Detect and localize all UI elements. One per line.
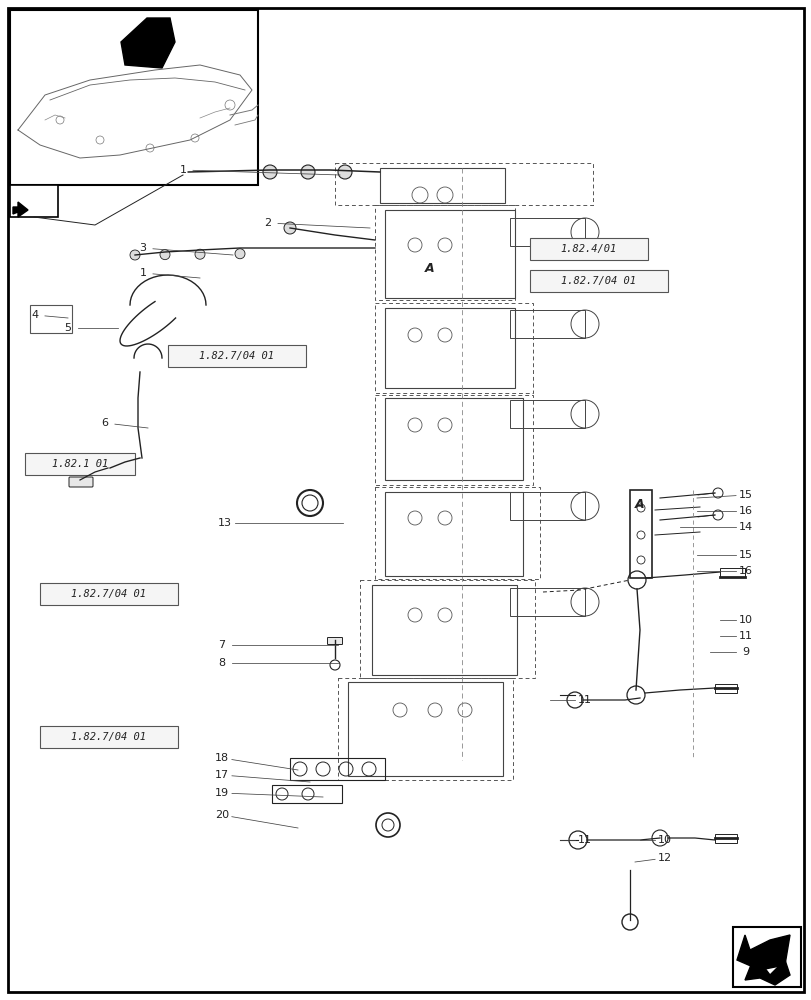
Text: 8: 8 (218, 658, 225, 668)
Text: 4: 4 (32, 310, 38, 320)
Bar (732, 927, 800, 987)
Bar (509, 588, 584, 616)
Text: 17: 17 (215, 770, 229, 780)
Bar (384, 308, 514, 388)
Bar (272, 785, 341, 803)
Text: 20: 20 (215, 810, 229, 820)
Text: 1.82.4/01: 1.82.4/01 (560, 244, 616, 254)
Bar (337, 678, 513, 780)
FancyBboxPatch shape (69, 477, 93, 487)
Text: 9: 9 (741, 647, 749, 657)
Circle shape (337, 165, 351, 179)
Text: 19: 19 (215, 788, 229, 798)
Circle shape (284, 222, 296, 234)
Bar (30, 305, 72, 333)
Bar (509, 218, 584, 246)
Bar (40, 583, 178, 605)
Bar (25, 453, 135, 475)
Bar (375, 205, 514, 300)
Bar (10, 185, 58, 217)
Bar (40, 726, 178, 748)
Text: 16: 16 (738, 506, 752, 516)
Bar (629, 490, 651, 578)
Circle shape (160, 250, 169, 260)
Circle shape (301, 165, 315, 179)
Text: 3: 3 (139, 243, 146, 253)
Bar (335, 163, 592, 205)
Text: A: A (634, 498, 644, 512)
Text: 2: 2 (264, 218, 271, 228)
Bar (290, 758, 384, 780)
Text: A: A (425, 261, 434, 274)
Text: 13: 13 (217, 518, 232, 528)
Bar (509, 310, 584, 338)
Polygon shape (13, 202, 28, 217)
Bar (375, 487, 539, 579)
Text: 1: 1 (179, 165, 187, 175)
Text: 16: 16 (738, 566, 752, 576)
Bar (384, 210, 514, 298)
Text: 1.82.1 01: 1.82.1 01 (52, 459, 108, 469)
Circle shape (104, 462, 116, 474)
Text: 14: 14 (738, 522, 752, 532)
Bar (530, 238, 647, 260)
Polygon shape (736, 935, 789, 970)
Polygon shape (744, 955, 789, 985)
Text: 1.82.7/04 01: 1.82.7/04 01 (71, 732, 146, 742)
Bar (348, 682, 502, 776)
Bar (375, 303, 532, 393)
Bar (371, 585, 517, 675)
Bar (10, 10, 258, 185)
Text: 5: 5 (64, 323, 71, 333)
Polygon shape (121, 18, 175, 68)
Text: 18: 18 (215, 753, 229, 763)
Circle shape (234, 249, 245, 259)
Bar (714, 684, 736, 693)
Bar (384, 492, 522, 576)
Bar (375, 395, 532, 485)
Bar (714, 834, 736, 843)
Text: 15: 15 (738, 550, 752, 560)
Text: 1.82.7/04 01: 1.82.7/04 01 (200, 351, 274, 361)
Text: 12: 12 (657, 853, 672, 863)
Text: 10: 10 (738, 615, 752, 625)
Bar (168, 345, 306, 367)
Circle shape (130, 250, 139, 260)
Text: 1.82.7/04 01: 1.82.7/04 01 (71, 589, 146, 599)
Text: 1: 1 (139, 268, 146, 278)
Circle shape (263, 165, 277, 179)
Bar (509, 400, 584, 428)
Bar (530, 270, 667, 292)
Circle shape (195, 249, 204, 259)
Text: 1.82.7/04 01: 1.82.7/04 01 (561, 276, 636, 286)
Text: 15: 15 (738, 490, 752, 500)
Text: 7: 7 (218, 640, 225, 650)
FancyBboxPatch shape (327, 638, 342, 645)
Text: 10: 10 (657, 835, 672, 845)
Text: 11: 11 (577, 695, 591, 705)
Text: 6: 6 (101, 418, 109, 428)
Bar (509, 492, 584, 520)
Text: 11: 11 (738, 631, 752, 641)
Bar (719, 568, 744, 577)
Text: 11: 11 (577, 835, 591, 845)
Bar (359, 580, 534, 678)
Bar (380, 168, 504, 203)
Bar (384, 398, 522, 480)
